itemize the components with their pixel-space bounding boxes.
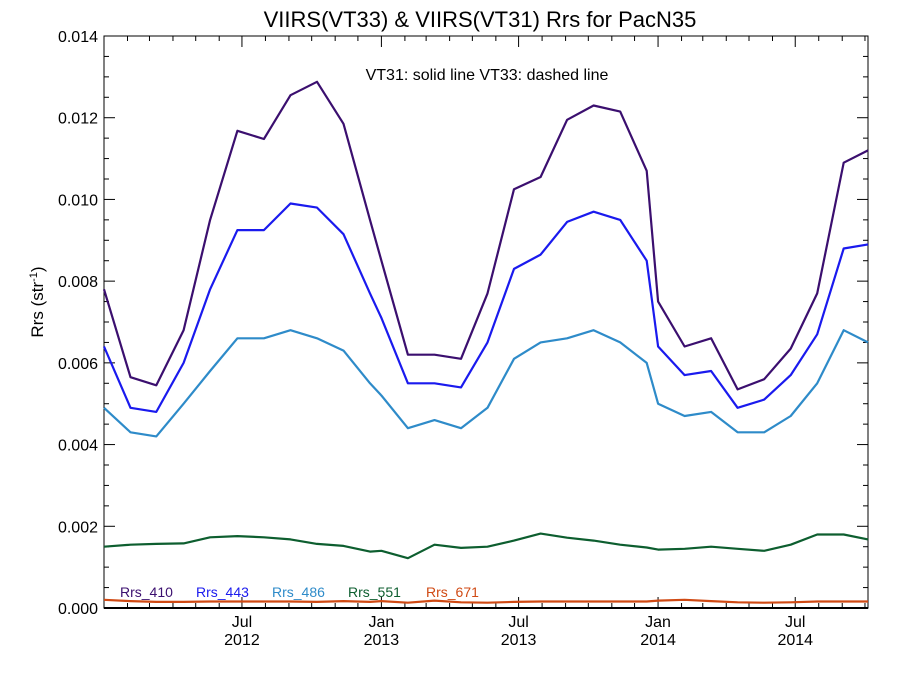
legend-entry-Rrs_443: Rrs_443 bbox=[196, 584, 249, 600]
x-tick-year-label-2: 2013 bbox=[501, 632, 537, 649]
chart-title: VIIRS(VT33) & VIIRS(VT31) Rrs for PacN35 bbox=[264, 7, 697, 32]
x-tick-label-2: Jul bbox=[508, 614, 528, 631]
legend-entry-Rrs_486: Rrs_486 bbox=[272, 584, 325, 600]
line-style-annotation: VT31: solid line VT33: dashed line bbox=[366, 67, 609, 84]
x-tick-year-label-3: 2014 bbox=[640, 632, 676, 649]
y-tick-label-6: 0.012 bbox=[58, 111, 98, 128]
y-tick-label-3: 0.006 bbox=[58, 356, 98, 373]
y-tick-label-2: 0.004 bbox=[58, 438, 98, 455]
series-line-Rrs_410 bbox=[102, 80, 869, 391]
legend-entry-Rrs_551: Rrs_551 bbox=[348, 584, 401, 600]
x-tick-label-4: Jul bbox=[785, 614, 805, 631]
y-axis-label: Rrs (str-1) bbox=[28, 266, 47, 337]
series-line-Rrs_486 bbox=[103, 329, 869, 438]
y-axis-label-main: Rrs (str bbox=[28, 282, 47, 338]
y-tick-label-7: 0.014 bbox=[58, 29, 98, 46]
y-tick-label-5: 0.010 bbox=[58, 192, 98, 209]
x-tick-label-0: Jul bbox=[232, 614, 252, 631]
y-tick-label-1: 0.002 bbox=[58, 519, 98, 536]
y-axis-label-superscript: -1 bbox=[28, 272, 40, 282]
series-line-Rrs_671 bbox=[103, 598, 868, 604]
x-tick-label-3: Jan bbox=[645, 614, 671, 631]
series-line-Rrs_443 bbox=[102, 202, 869, 413]
legend-entry-Rrs_410: Rrs_410 bbox=[120, 584, 173, 600]
y-axis-label-close: ) bbox=[28, 266, 47, 272]
x-tick-year-label-4: 2014 bbox=[777, 632, 813, 649]
x-tick-year-label-0: 2012 bbox=[224, 632, 260, 649]
plot-frame bbox=[103, 35, 869, 609]
series-line-Rrs_551 bbox=[103, 532, 869, 560]
x-tick-year-label-1: 2013 bbox=[364, 632, 400, 649]
x-tick-label-1: Jan bbox=[369, 614, 395, 631]
y-tick-label-4: 0.008 bbox=[58, 274, 98, 291]
y-tick-label-0: 0.000 bbox=[58, 601, 98, 618]
legend-entry-Rrs_671: Rrs_671 bbox=[426, 584, 479, 600]
